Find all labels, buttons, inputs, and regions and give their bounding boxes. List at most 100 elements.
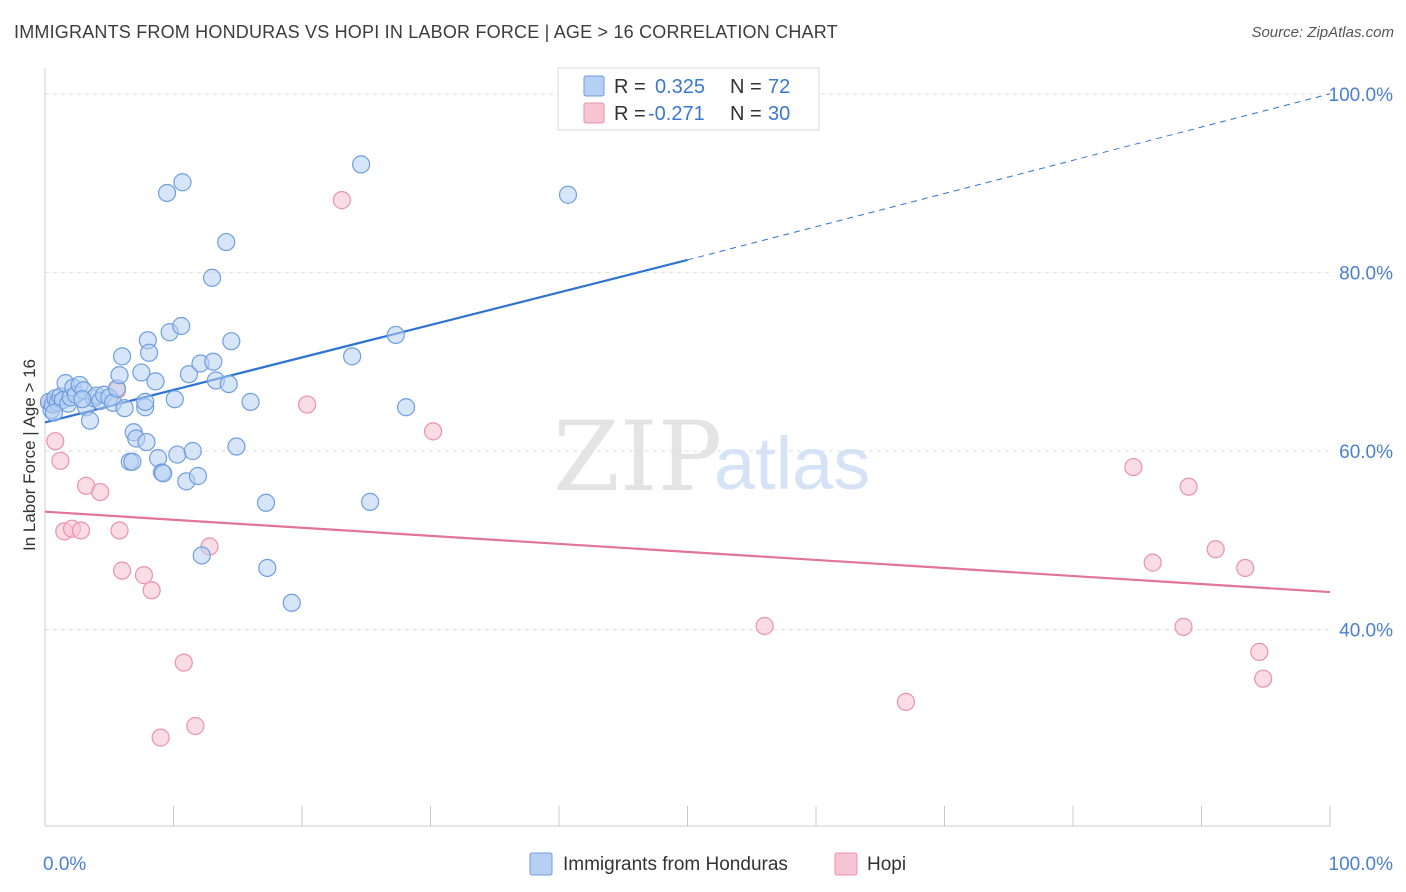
honduras-point-65: [361, 492, 380, 511]
honduras-point-39: [154, 464, 173, 483]
honduras-point-15: [80, 411, 100, 430]
honduras-point-48: [183, 441, 202, 461]
honduras-point-42: [165, 390, 184, 409]
hopi-point-13: [151, 728, 170, 747]
honduras-point-64: [352, 155, 371, 174]
honduras-point-61: [258, 558, 277, 578]
hopi-point-7: [91, 482, 110, 502]
hopi-point-27: [1236, 558, 1255, 578]
hopi-point-15: [186, 716, 205, 736]
hopi-point-19: [423, 422, 443, 441]
y-tick-labels: 40.0% 60.0% 80.0% 100.0%: [1329, 85, 1394, 642]
watermark-zip: ZIP: [553, 401, 722, 513]
hopi-point-24: [1174, 617, 1193, 636]
honduras-point-49: [188, 466, 208, 486]
hopi-point-23: [1143, 553, 1162, 572]
legend-r-label-honduras: R =: [614, 76, 646, 98]
honduras-point-58: [227, 437, 246, 456]
honduras-point-68: [558, 185, 578, 204]
honduras-point-27: [123, 452, 142, 471]
series-legend: Immigrants from Honduras Hopi: [529, 852, 906, 876]
honduras-point-35: [139, 343, 159, 362]
legend-n-value-hopi: 30: [768, 103, 790, 125]
honduras-point-60: [256, 493, 276, 512]
honduras-point-47: [179, 365, 199, 384]
legend-swatch-honduras: [583, 75, 605, 97]
honduras-point-67: [396, 398, 416, 417]
legend-swatch-hopi: [583, 102, 605, 124]
honduras-point-43: [168, 445, 187, 464]
y-tick-label-3: 100.0%: [1329, 85, 1394, 106]
trend-line-honduras: [44, 258, 688, 424]
honduras-point-30: [132, 363, 151, 382]
legend-n-value-honduras: 72: [768, 76, 790, 98]
watermark: ZIP atlas: [553, 401, 870, 513]
axes: [44, 68, 1331, 827]
hopi-point-28: [1250, 642, 1269, 661]
honduras-point-62: [282, 593, 301, 612]
honduras-point-45: [173, 173, 192, 192]
honduras-point-40: [157, 183, 177, 203]
hopi-point-17: [298, 395, 317, 414]
series-legend-swatch-hopi: [834, 852, 858, 876]
series-legend-label-hopi: Hopi: [867, 854, 906, 875]
hopi-point-9: [110, 521, 129, 540]
chart-title: IMMIGRANTS FROM HONDURAS VS HOPI IN LABO…: [14, 22, 838, 42]
x-tick-label-0: 0.0%: [43, 854, 86, 875]
honduras-point-52: [202, 268, 222, 287]
stats-legend: R = 0.325 N = 72 R = -0.271 N = 30: [557, 67, 820, 131]
honduras-point-36: [146, 372, 165, 391]
hopi-point-2: [51, 451, 70, 470]
x-tick-label-1: 100.0%: [1329, 854, 1394, 875]
legend-r-value-hopi: -0.271: [648, 103, 705, 125]
hopi-point-14: [174, 653, 193, 672]
hopi-point-12: [142, 581, 161, 600]
legend-n-label-honduras: N =: [730, 76, 762, 98]
honduras-point-57: [222, 332, 241, 351]
watermark-atlas: atlas: [714, 422, 870, 505]
y-tick-label-1: 60.0%: [1339, 442, 1393, 463]
hopi-point-20: [755, 616, 774, 636]
honduras-point-51: [192, 546, 211, 565]
y-tick-label-2: 80.0%: [1339, 263, 1393, 284]
honduras-point-23: [110, 366, 129, 385]
hopi-point-11: [134, 566, 154, 585]
series-legend-swatch-honduras: [529, 852, 553, 876]
hopi-point-26: [1206, 540, 1225, 559]
honduras-point-24: [112, 347, 132, 366]
honduras-point-33: [136, 392, 155, 411]
source-credit: Source: ZipAtlas.com: [1251, 24, 1394, 41]
hopi-point-29: [1254, 669, 1273, 688]
hopi-point-25: [1179, 477, 1198, 496]
hopi-point-18: [332, 191, 351, 210]
honduras-point-44: [172, 316, 191, 336]
honduras-point-59: [241, 392, 260, 411]
trend-lines: [44, 93, 1331, 594]
honduras-point-25: [115, 399, 134, 418]
hopi-point-10: [112, 561, 132, 580]
hopi-point-21: [896, 692, 916, 711]
trend-line-honduras-extension: [687, 93, 1331, 261]
honduras-point-55: [217, 232, 236, 252]
honduras-point-63: [343, 347, 362, 366]
y-tick-label-0: 40.0%: [1339, 621, 1393, 642]
hopi-point-5: [71, 521, 91, 540]
legend-r-label-hopi: R =: [614, 103, 646, 125]
trend-line-hopi: [44, 510, 1331, 594]
honduras-point-71: [73, 390, 92, 409]
gridlines: [45, 93, 1330, 631]
series-honduras-points: [39, 84, 589, 612]
series-legend-label-honduras: Immigrants from Honduras: [563, 854, 788, 875]
honduras-point-53: [204, 352, 223, 371]
honduras-point-56: [219, 374, 238, 394]
honduras-point-66: [386, 325, 405, 345]
x-tick-labels: 0.0% 100.0%: [43, 854, 1393, 875]
honduras-point-70: [44, 403, 64, 422]
hopi-point-22: [1124, 457, 1143, 477]
y-axis-label: In Labor Force | Age > 16: [20, 359, 39, 551]
legend-r-value-honduras: 0.325: [655, 76, 705, 98]
honduras-point-32: [137, 432, 156, 452]
legend-n-label-hopi: N =: [730, 103, 762, 125]
hopi-point-1: [46, 432, 65, 451]
